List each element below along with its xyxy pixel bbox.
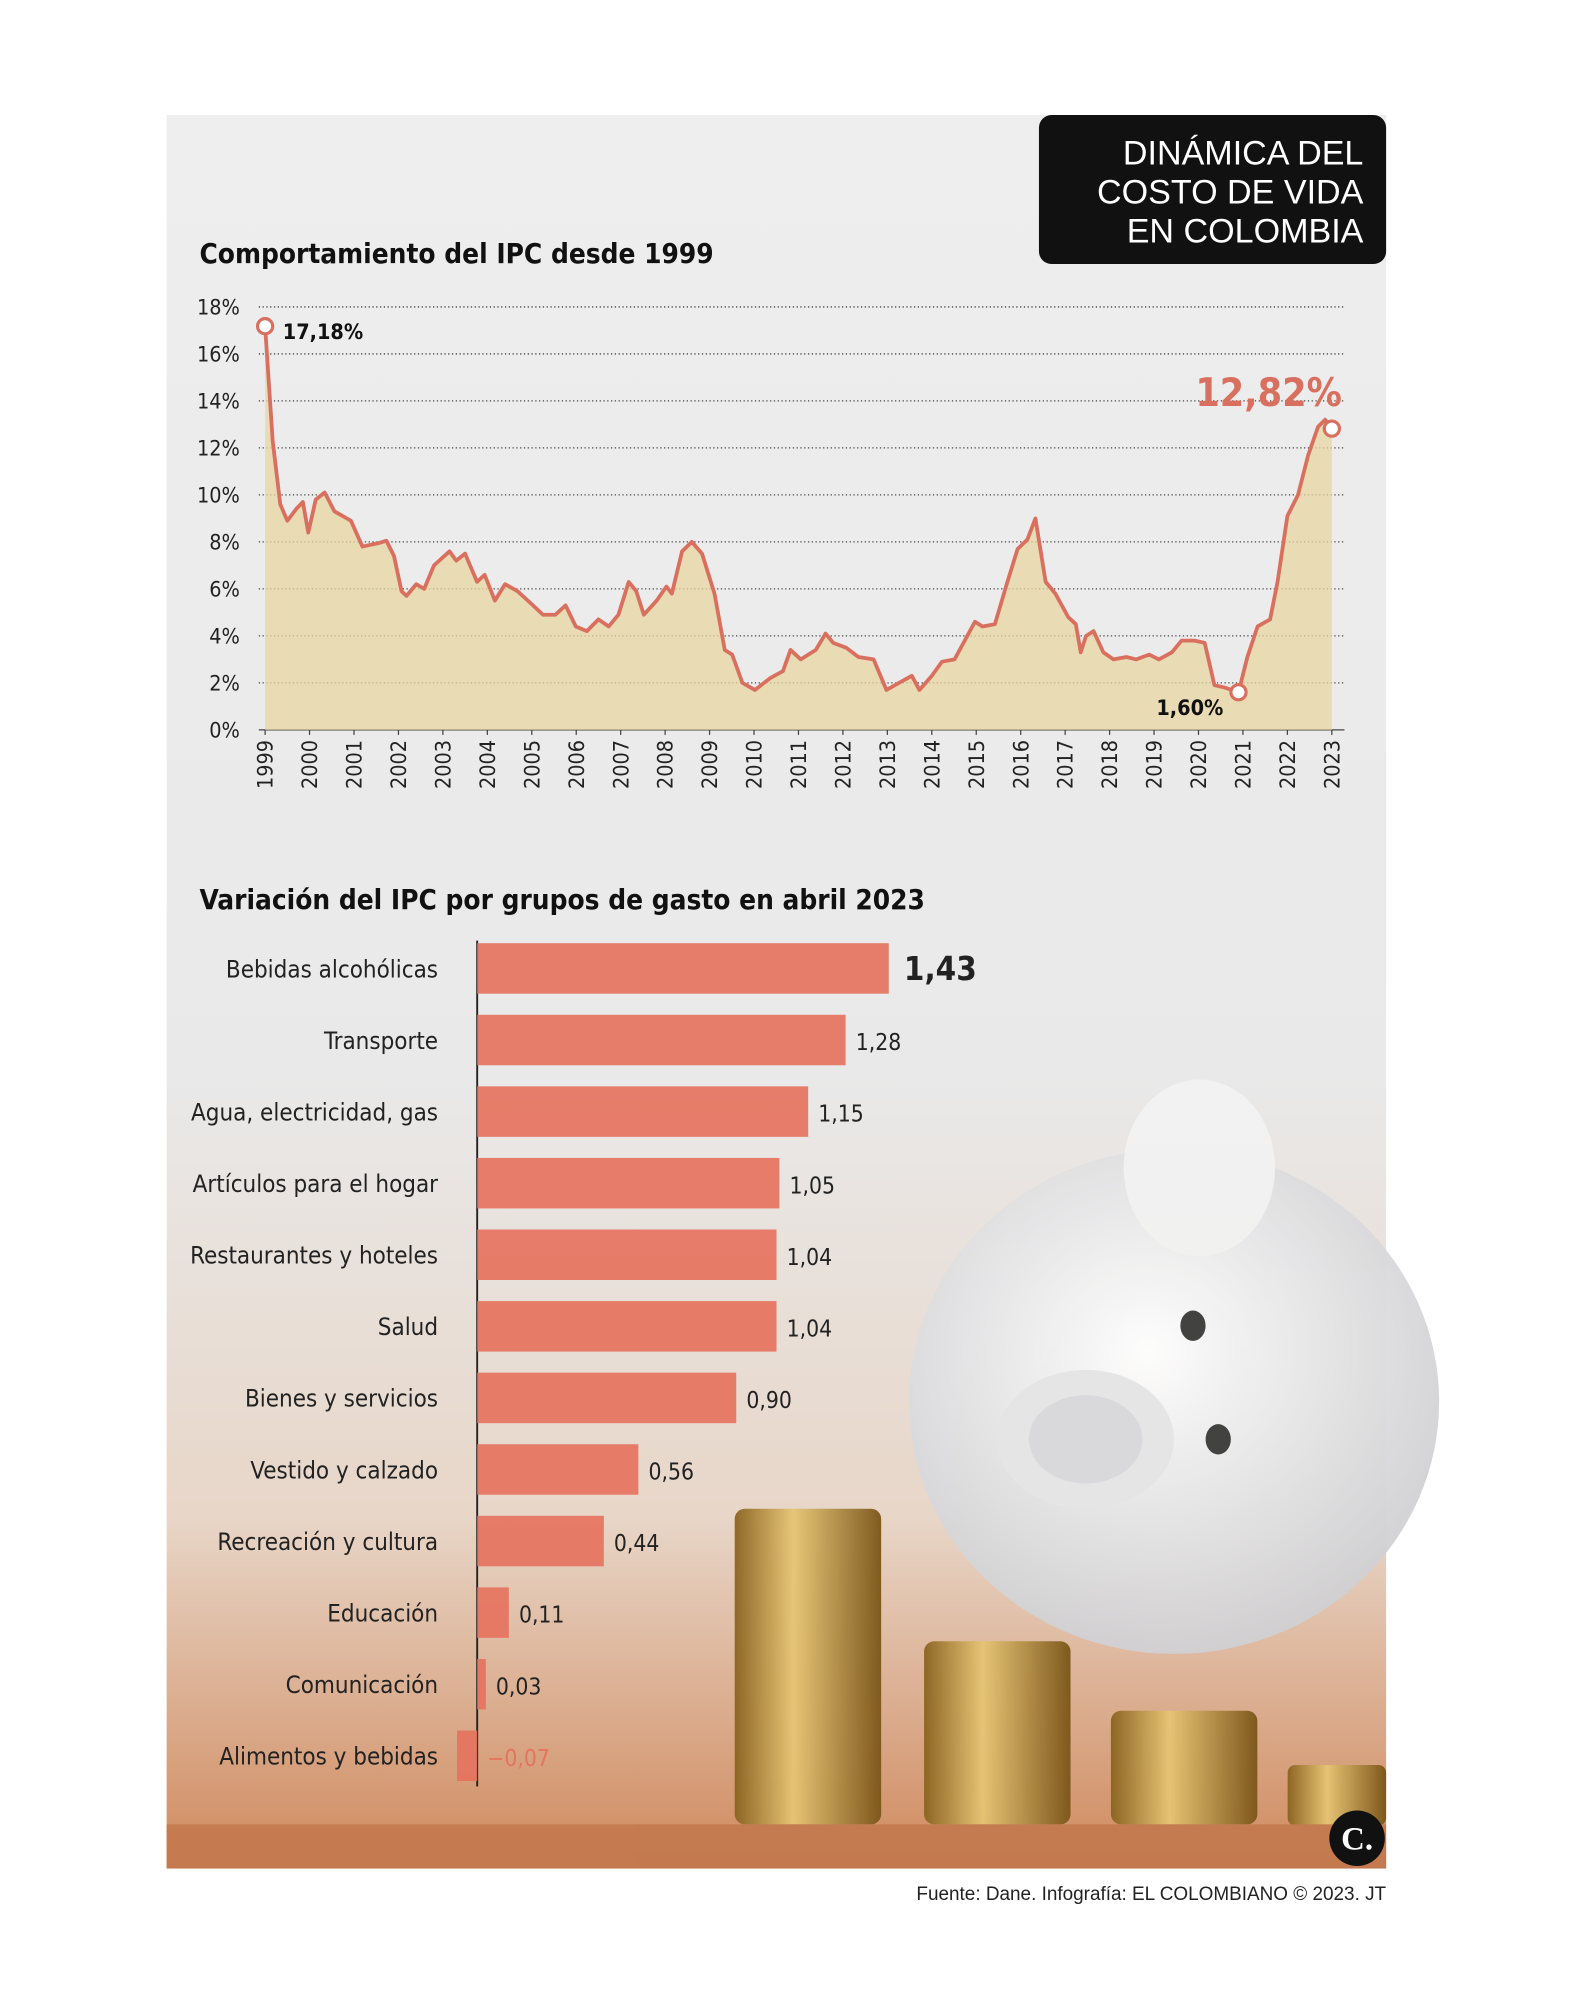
- title-box: [1038, 115, 1387, 265]
- x-tick-label: 2000: [298, 740, 323, 789]
- point-label: 1,60%: [1156, 696, 1223, 721]
- title-line: DINÁMICA DEL: [1123, 134, 1364, 172]
- bar: [477, 1086, 809, 1137]
- x-tick-label: 2013: [876, 740, 901, 789]
- y-tick-label: 4%: [209, 624, 240, 649]
- category-label: Comunicación: [286, 1671, 438, 1699]
- x-tick-label: 2008: [654, 740, 679, 789]
- point-marker: [255, 317, 275, 336]
- value-label: 1,43: [904, 950, 977, 988]
- value-label: 0,03: [496, 1674, 542, 1700]
- value-label: 1,28: [856, 1030, 902, 1056]
- x-tick-label: 2021: [1232, 740, 1257, 789]
- x-tick-label: 2016: [1009, 740, 1034, 789]
- bar: [477, 1444, 639, 1495]
- x-tick-label: 2007: [609, 740, 634, 789]
- title-line: COSTO DE VIDA: [1097, 173, 1364, 211]
- y-tick-label: 10%: [197, 483, 240, 508]
- point-marker: [1322, 419, 1341, 438]
- x-tick-label: 2019: [1143, 740, 1168, 789]
- y-tick-label: 8%: [209, 530, 240, 555]
- bar: [477, 1301, 777, 1352]
- category-label: Transporte: [323, 1027, 438, 1055]
- value-label: 0,11: [519, 1603, 565, 1629]
- category-label: Bienes y servicios: [245, 1385, 438, 1413]
- x-tick-label: 2003: [431, 740, 456, 789]
- y-tick-label: 14%: [197, 389, 240, 414]
- bar: [477, 1372, 737, 1424]
- value-label: 0,56: [648, 1460, 694, 1486]
- line-chart-title: Comportamiento del IPC desde 1999: [199, 237, 713, 270]
- logo: C.: [1341, 1822, 1373, 1858]
- logo-circle: [1329, 1810, 1385, 1867]
- category-label: Recreación y cultura: [217, 1528, 438, 1556]
- y-tick-label: 2%: [209, 671, 240, 696]
- x-tick-label: 2023: [1320, 740, 1345, 789]
- y-tick-label: 12%: [197, 436, 240, 461]
- category-label: Restaurantes y hoteles: [190, 1242, 438, 1270]
- bar-chart-title: Variación del IPC por grupos de gasto en…: [199, 883, 924, 916]
- category-label: Educación: [327, 1599, 438, 1627]
- x-tick-label: 2022: [1276, 740, 1301, 789]
- value-label: 1,05: [790, 1173, 836, 1199]
- x-tick-label: 2018: [1098, 740, 1123, 789]
- category-label: Artículos para el hogar: [193, 1170, 439, 1198]
- y-tick-label: 6%: [209, 577, 240, 602]
- x-tick-label: 2017: [1054, 740, 1079, 789]
- x-tick-label: 2001: [343, 740, 368, 789]
- bar: [477, 1014, 846, 1066]
- bar: [477, 1515, 604, 1567]
- x-tick-label: 2006: [565, 740, 590, 789]
- category-label: Bebidas alcohólicas: [226, 955, 438, 983]
- y-tick-label: 0%: [209, 718, 240, 743]
- bar: [477, 1658, 486, 1710]
- x-tick-label: 2010: [743, 740, 768, 789]
- x-tick-label: 2014: [920, 740, 945, 789]
- source: Fuente: Dane. Infografía: EL COLOMBIANO …: [916, 1884, 1386, 1905]
- x-tick-label: 1999: [254, 740, 279, 789]
- x-tick-label: 2011: [787, 740, 812, 789]
- point-label: 12,82%: [1195, 371, 1342, 416]
- x-tick-label: 2012: [831, 740, 856, 789]
- value-label: 1,04: [787, 1245, 833, 1271]
- title-line: EN COLOMBIA: [1127, 213, 1364, 251]
- x-tick-label: 2002: [387, 740, 412, 789]
- point-marker: [1229, 683, 1248, 702]
- value-label: 0,44: [614, 1531, 660, 1557]
- category-label: Salud: [378, 1313, 438, 1341]
- bar: [477, 943, 889, 994]
- x-tick-label: 2020: [1187, 740, 1212, 789]
- bar: [477, 1587, 509, 1638]
- value-label: −0,07: [487, 1746, 550, 1772]
- area: [265, 326, 1332, 730]
- value-label: 1,04: [787, 1316, 833, 1342]
- y-tick-label: 18%: [197, 296, 240, 321]
- category-label: Agua, electricidad, gas: [191, 1098, 438, 1126]
- bar: [477, 1229, 777, 1281]
- x-tick-label: 2009: [698, 740, 723, 789]
- y-tick-label: 16%: [197, 343, 240, 368]
- bar: [477, 1157, 780, 1209]
- line: [263, 326, 1334, 695]
- point-label: 17,18%: [283, 320, 363, 345]
- x-tick-label: 2004: [476, 740, 501, 789]
- category-label: Vestido y calzado: [250, 1456, 438, 1484]
- x-tick-label: 2005: [520, 740, 545, 789]
- bar: [457, 1730, 478, 1782]
- value-label: 0,90: [746, 1388, 792, 1414]
- category-label: Alimentos y bebidas: [219, 1743, 438, 1771]
- value-label: 1,15: [818, 1102, 864, 1128]
- photo-decoration: [166, 1079, 1440, 1869]
- x-tick-label: 2015: [965, 740, 990, 789]
